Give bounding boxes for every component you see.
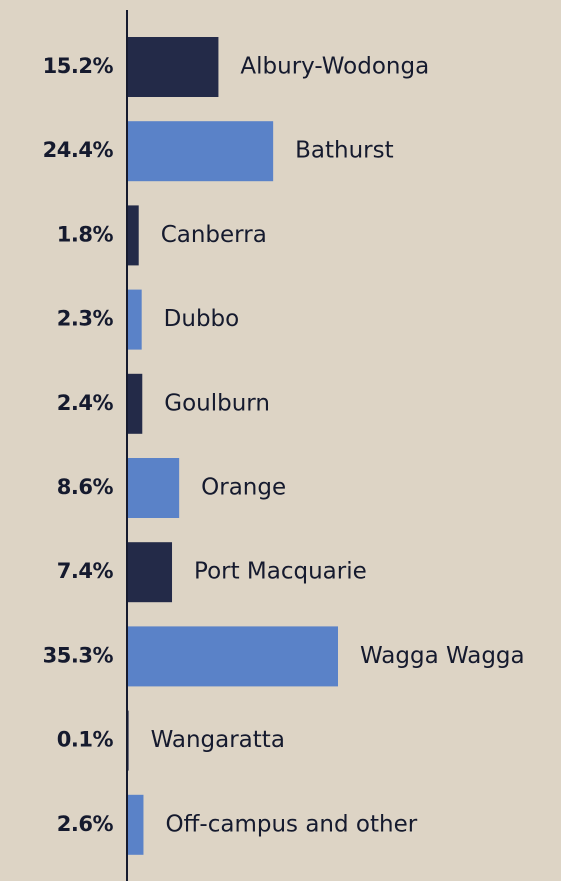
value-label: 35.3%	[43, 643, 114, 667]
category-label: Orange	[201, 475, 286, 501]
value-label: 24.4%	[43, 138, 114, 162]
category-label: Wagga Wagga	[360, 643, 525, 669]
value-label: 1.8%	[57, 222, 114, 246]
bar	[128, 542, 173, 603]
value-label: 0.1%	[57, 728, 114, 752]
bar	[128, 373, 143, 434]
bar	[128, 121, 274, 182]
category-label: Canberra	[161, 222, 267, 248]
category-label: Off-campus and other	[165, 811, 417, 837]
category-label: Port Macquarie	[194, 559, 367, 585]
bar	[128, 710, 129, 771]
category-label: Goulburn	[164, 390, 270, 416]
value-label: 2.6%	[57, 812, 114, 836]
bar	[128, 458, 180, 518]
bar	[128, 794, 144, 855]
value-label: 8.6%	[57, 475, 114, 499]
category-label: Albury-Wodonga	[240, 54, 429, 80]
bar	[128, 37, 219, 97]
value-label: 7.4%	[57, 559, 114, 583]
category-label: Bathurst	[295, 138, 394, 164]
category-label: Wangaratta	[151, 727, 285, 753]
value-label: 15.2%	[43, 54, 114, 78]
value-label: 2.4%	[57, 391, 114, 415]
bar	[128, 289, 142, 350]
bar	[128, 205, 139, 266]
bar	[128, 626, 338, 687]
value-label: 2.3%	[57, 307, 114, 331]
category-label: Dubbo	[164, 306, 240, 332]
